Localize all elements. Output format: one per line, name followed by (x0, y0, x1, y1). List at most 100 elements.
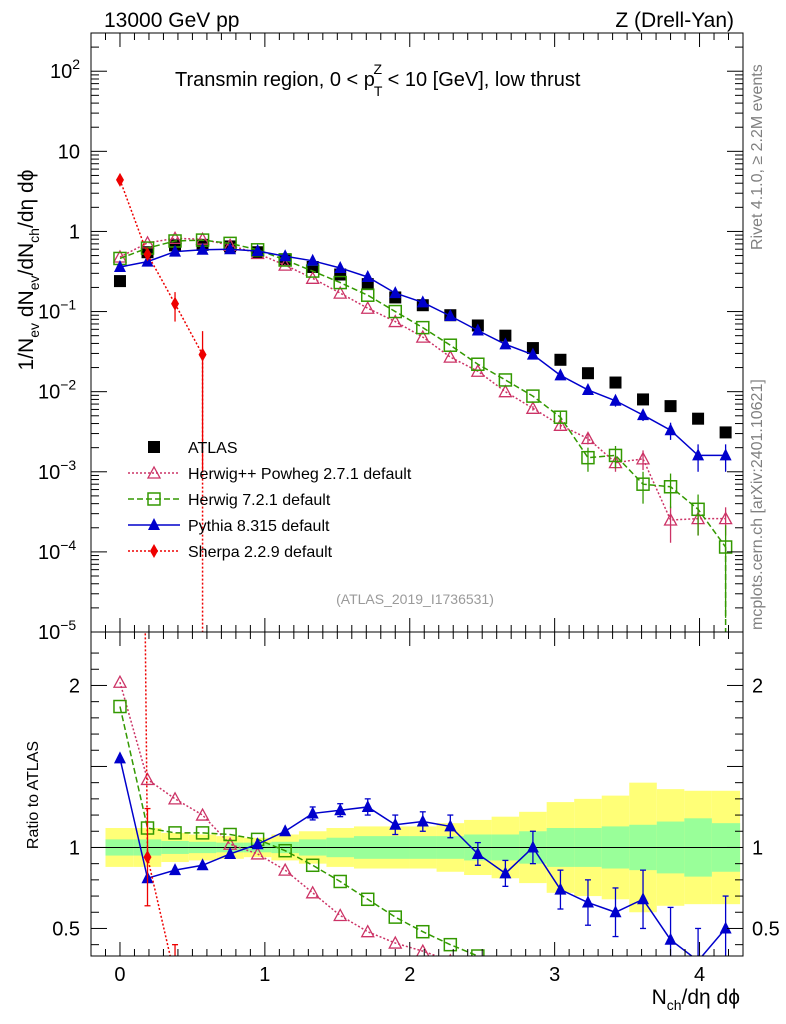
data-point (692, 448, 705, 461)
data-point (279, 249, 292, 262)
data-point (361, 269, 374, 282)
mcplots-label: mcplots.cern.ch [arXiv:2401.10621] (749, 379, 766, 630)
ratio-point (167, 791, 183, 805)
ratio-point (637, 892, 650, 905)
legend-marker (148, 441, 160, 453)
ratio-point (609, 905, 622, 918)
ratio-panel: 0 1 2 3 4 2 2 1 1 0.5 0.5 (52, 631, 780, 986)
data-point (553, 410, 568, 424)
ratio-point (389, 817, 402, 830)
data-point (525, 400, 541, 414)
data-point (471, 323, 484, 336)
data-point (416, 295, 429, 308)
ratio-point (305, 885, 320, 899)
ratio-axes: 0 1 2 3 4 2 2 1 1 0.5 0.5 (52, 632, 780, 986)
data-point (444, 309, 457, 322)
ratio-point (195, 826, 210, 840)
legend-label: Pythia 8.315 default (188, 518, 330, 535)
data-point (499, 337, 512, 350)
data-point (415, 329, 430, 343)
data-point (198, 347, 207, 362)
main-axes: 102 10 1 10−1 10−2 10−3 10−4 10−5 (38, 32, 744, 644)
data-point (471, 357, 485, 371)
data-point (306, 253, 319, 266)
plot-title: Transmin region, 0 < pTZ < 10 [GeV], low… (175, 61, 581, 99)
ratio-point (195, 807, 210, 821)
y-axis-label: 1/Nev dNev/dNch/dη dϕ (15, 170, 42, 371)
ratio-frame (90, 631, 744, 957)
data-point (663, 512, 678, 526)
data-point (554, 368, 567, 381)
data-point (581, 450, 595, 465)
data-point (663, 480, 678, 494)
x-tick-label: 4 (694, 964, 705, 986)
data-point (692, 412, 705, 425)
data-point (526, 389, 540, 403)
x-tick-label: 1 (259, 964, 270, 986)
y-tick-label: 10−5 (38, 617, 76, 644)
data-point (581, 367, 594, 380)
data-point (224, 242, 237, 255)
ratio-point (224, 846, 237, 859)
ratio-point (251, 837, 264, 850)
ratio-point (471, 846, 484, 859)
data-point (637, 408, 650, 421)
ratio-point (113, 699, 127, 714)
data-point (360, 288, 375, 302)
header-energy: 13000 GeV pp (104, 9, 239, 32)
ratio-point (554, 882, 567, 895)
data-point (143, 247, 152, 262)
ratio-point (526, 840, 539, 853)
data-point (608, 448, 623, 463)
ratio-point (334, 803, 347, 816)
ratio-point (581, 895, 594, 908)
series-line (119, 239, 727, 548)
ratio-point (719, 921, 732, 934)
ratio-point (443, 937, 458, 952)
ratio-point (112, 674, 128, 688)
data-point (333, 275, 347, 290)
ratio-point (388, 935, 403, 949)
ratio-point (388, 910, 403, 924)
data-point (278, 257, 293, 271)
data-point (637, 393, 650, 406)
data-point (580, 431, 596, 445)
ratio-point (697, 953, 700, 956)
ratio-point (279, 824, 292, 837)
data-point (334, 260, 347, 273)
ratio-point (171, 970, 179, 984)
ratio-tick-label-right: 2 (752, 675, 763, 697)
data-point (498, 384, 513, 398)
data-point (443, 338, 458, 352)
ratio-tick-label-right: 1 (752, 837, 763, 859)
data-point (691, 502, 705, 517)
data-point (499, 329, 512, 342)
ratio-line (119, 706, 479, 956)
data-point (443, 349, 458, 363)
y-tick-label: 10−4 (38, 537, 76, 564)
legend-marker (146, 465, 162, 479)
legend-label: Herwig 7.2.1 default (188, 492, 331, 509)
data-point (115, 172, 124, 187)
data-point (113, 259, 126, 272)
data-point (388, 304, 403, 319)
data-point (169, 244, 182, 257)
y-tick-label: 102 (50, 56, 80, 83)
ratio-point (471, 949, 485, 956)
data-point (526, 347, 539, 360)
data-point (167, 230, 183, 244)
rivet-label: Rivet 4.1.0, ≥ 2.2M events (749, 64, 766, 250)
ratio-point (416, 814, 429, 827)
ratio-tick-label: 1 (69, 837, 80, 859)
ratio-tick-label: 2 (69, 675, 80, 697)
legend-label: Herwig++ Powheg 2.7.1 default (188, 466, 412, 483)
data-point (719, 448, 732, 461)
x-tick-label: 3 (549, 964, 560, 986)
data-point (388, 314, 403, 328)
ratio-point (664, 932, 677, 945)
ratio-series-2 (113, 751, 732, 956)
data-point (498, 373, 513, 387)
y-tick-label: 10−1 (38, 297, 76, 324)
analysis-id: (ATLAS_2019_I1736531) (336, 591, 494, 607)
